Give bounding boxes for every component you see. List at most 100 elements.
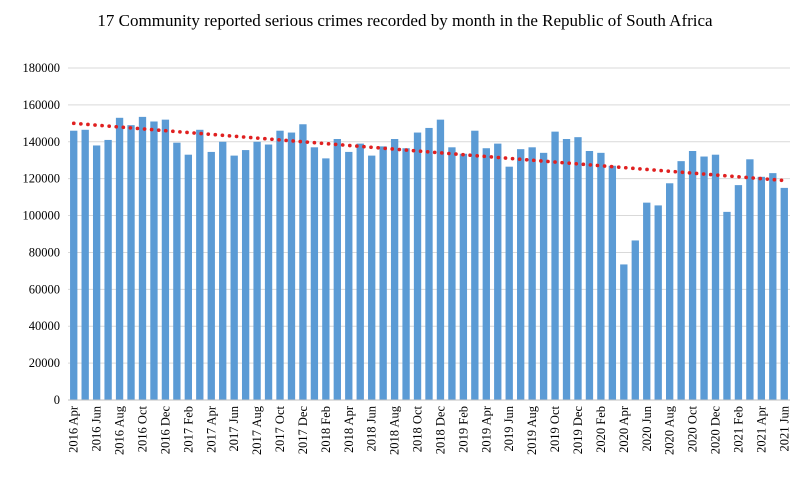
bar	[608, 165, 617, 400]
bar	[425, 127, 433, 400]
bar	[196, 129, 204, 401]
bar	[368, 155, 376, 400]
bar	[666, 183, 674, 400]
bar	[173, 142, 181, 400]
bar	[276, 130, 284, 400]
y-tick-label: 80000	[29, 245, 60, 259]
bar	[184, 154, 192, 400]
bar	[436, 119, 445, 400]
bar	[677, 161, 685, 400]
bar	[723, 211, 731, 400]
bar	[413, 132, 422, 400]
x-tick-label: 2018 Oct	[411, 405, 425, 452]
y-tick-label: 100000	[23, 209, 61, 223]
bar	[70, 130, 78, 400]
bar	[459, 153, 468, 400]
x-tick-label: 2016 Jun	[90, 405, 104, 451]
x-tick-label: 2020 Jun	[640, 405, 654, 451]
bar	[551, 131, 559, 400]
x-tick-label: 2017 Feb	[181, 406, 195, 453]
bar	[333, 139, 341, 400]
x-tick-label: 2018 Feb	[319, 406, 333, 453]
bar	[528, 147, 536, 400]
bar	[597, 152, 605, 400]
x-tick-label: 2020 Feb	[594, 406, 608, 453]
bar	[253, 141, 261, 400]
x-tick-label: 2016 Oct	[135, 405, 149, 452]
bar	[620, 264, 628, 400]
x-tick-label: 2016 Dec	[158, 406, 172, 455]
x-tick-label: 2017 Dec	[296, 406, 310, 455]
bar	[356, 143, 364, 400]
bar	[688, 151, 697, 400]
bar	[574, 137, 582, 401]
bar	[585, 151, 594, 400]
y-tick-label: 120000	[23, 172, 61, 186]
bar	[482, 148, 490, 400]
y-tick-label: 20000	[29, 356, 60, 370]
bar	[241, 150, 250, 400]
bar	[402, 148, 410, 400]
y-tick-label: 160000	[23, 98, 61, 112]
bar	[345, 151, 353, 400]
y-tick-label: 140000	[23, 135, 61, 149]
x-tick-label: 2017 Aug	[250, 405, 264, 455]
x-tick-label: 2020 Dec	[709, 406, 723, 455]
x-tick-label: 2018 Jun	[365, 405, 379, 451]
x-tick-label: 2019 Oct	[548, 405, 562, 452]
x-tick-label: 2019 Apr	[479, 405, 493, 453]
bar-layer	[70, 116, 788, 401]
bar	[299, 124, 307, 400]
x-tick-label: 2018 Dec	[433, 406, 447, 455]
bar	[471, 130, 479, 400]
x-tick-label: 2017 Jun	[227, 405, 241, 451]
bar	[517, 149, 525, 400]
bar	[505, 166, 513, 400]
bar	[539, 152, 548, 400]
bar	[287, 132, 296, 400]
bar	[390, 139, 399, 400]
bar	[150, 121, 158, 401]
x-tick-label: 2019 Jun	[502, 405, 516, 451]
x-tick-label: 2018 Apr	[342, 405, 356, 453]
bar	[643, 202, 651, 400]
trendline-layer	[71, 121, 787, 183]
x-tick-label: 2020 Apr	[617, 405, 631, 453]
x-tick-label: 2017 Apr	[204, 405, 218, 453]
x-tick-label: 2021 Jun	[777, 405, 791, 451]
x-tick-label: 2017 Oct	[273, 405, 287, 452]
y-tick-label: 180000	[23, 61, 61, 75]
x-tick-label: 2018 Aug	[388, 405, 402, 455]
bar	[746, 159, 754, 400]
bar	[81, 129, 89, 401]
bar	[654, 205, 662, 400]
axis-layer: 0 20000 40000 60000 80000 100000 120000 140000 1…	[23, 61, 792, 455]
x-tick-label: 2016 Aug	[113, 405, 127, 455]
bar	[310, 147, 319, 400]
bar	[138, 116, 147, 400]
bar	[734, 185, 743, 400]
bar	[700, 156, 708, 400]
bar	[711, 154, 720, 400]
bar	[219, 141, 227, 400]
y-tick-label: 60000	[29, 282, 60, 296]
x-tick-label: 2021 Apr	[754, 405, 768, 453]
bar	[115, 117, 124, 401]
bar	[264, 144, 273, 400]
x-tick-label: 2019 Dec	[571, 406, 585, 455]
bar	[230, 155, 238, 400]
x-tick-label: 2016 Apr	[67, 405, 81, 453]
x-tick-label: 2021 Feb	[731, 406, 745, 453]
x-tick-label: 2019 Feb	[456, 406, 470, 453]
y-tick-label: 0	[54, 393, 60, 407]
bar	[379, 146, 387, 400]
bar	[104, 139, 112, 400]
trendline	[71, 121, 787, 183]
y-tick-label: 40000	[29, 319, 60, 333]
bar	[631, 240, 639, 400]
x-tick-label: 2020 Oct	[686, 405, 700, 452]
x-tick-label: 2020 Aug	[663, 405, 677, 455]
bar	[448, 147, 456, 400]
bar	[780, 187, 788, 400]
